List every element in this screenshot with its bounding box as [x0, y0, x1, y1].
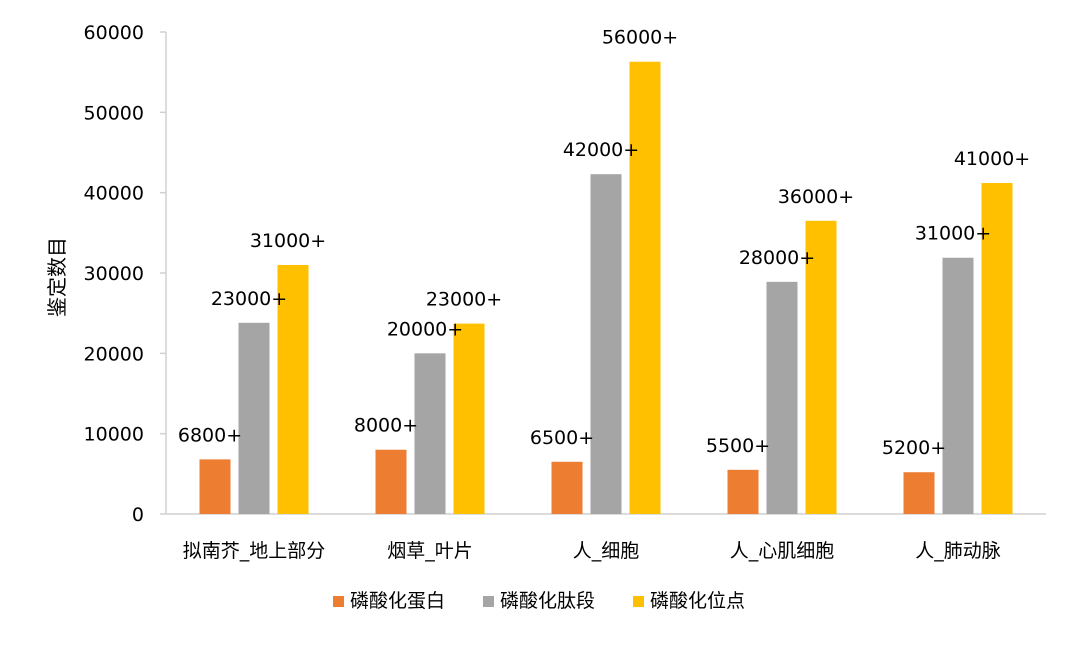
bar — [805, 220, 837, 515]
bar-value-label: 36000+ — [778, 186, 854, 208]
bar-value-label: 23000+ — [211, 288, 287, 310]
bar — [414, 353, 446, 514]
bar-value-label: 31000+ — [250, 230, 326, 252]
y-tick-label: 0 — [132, 504, 144, 526]
y-tick-label: 60000 — [84, 22, 144, 44]
bar — [453, 323, 485, 514]
axes: 0 10000 20000 30000 40000 50000 60000 拟南芥_地上部分… — [84, 22, 1046, 562]
bar — [903, 472, 935, 514]
bar-value-label: 20000+ — [387, 318, 463, 340]
legend: 磷酸化蛋白 磷酸化肽段 磷酸化位点 — [333, 590, 745, 612]
legend-swatch — [633, 596, 644, 607]
bar-value-label: 23000+ — [426, 289, 502, 311]
bars — [199, 61, 1013, 515]
bar — [981, 183, 1013, 514]
bar — [551, 461, 583, 514]
bar-value-label: 42000+ — [563, 139, 639, 161]
bar — [238, 322, 270, 514]
x-category-labels: 拟南芥_地上部分 烟草_叶片 人_细胞 人_心肌细胞 人_肺动脉 — [183, 540, 1001, 562]
data-labels: 6800+ 23000+ 31000+ 8000+ 20000+ 23000+ 6500+ 4… — [178, 27, 1030, 460]
bar — [199, 459, 231, 514]
x-category-label: 拟南芥_地上部分 — [183, 540, 326, 562]
bar-value-label: 8000+ — [354, 415, 418, 437]
legend-swatch — [333, 596, 344, 607]
bar — [375, 449, 407, 514]
bar-value-label: 56000+ — [602, 27, 678, 49]
x-category-label: 人_肺动脉 — [915, 540, 1001, 562]
legend-label: 磷酸化位点 — [650, 590, 745, 612]
legend-swatch — [483, 596, 494, 607]
y-tick-label: 40000 — [84, 183, 144, 205]
bar-value-label: 5200+ — [882, 437, 946, 459]
bar — [590, 174, 622, 514]
bar-value-label: 28000+ — [739, 247, 815, 269]
y-tick-label: 20000 — [84, 343, 144, 365]
bar-value-label: 5500+ — [706, 435, 770, 457]
y-ticks: 0 10000 20000 30000 40000 50000 60000 — [84, 22, 166, 526]
bar — [629, 61, 661, 515]
legend-label: 磷酸化蛋白 — [350, 590, 445, 612]
bar-value-label: 31000+ — [915, 223, 991, 245]
y-tick-label: 10000 — [84, 424, 144, 446]
x-category-label: 人_心肌细胞 — [730, 540, 835, 562]
bar — [277, 264, 309, 514]
bar-value-label: 41000+ — [954, 148, 1030, 170]
bar — [942, 257, 974, 514]
y-tick-label: 30000 — [84, 263, 144, 285]
y-axis-label: 鉴定数目 — [45, 237, 69, 317]
x-category-label: 人_细胞 — [573, 540, 640, 562]
bar — [766, 281, 798, 514]
bar — [727, 469, 759, 514]
y-tick-label: 50000 — [84, 102, 144, 124]
legend-label: 磷酸化肽段 — [500, 590, 595, 612]
bar-value-label: 6500+ — [530, 427, 594, 449]
bar-value-label: 6800+ — [178, 424, 242, 446]
x-category-label: 烟草_叶片 — [387, 540, 473, 562]
